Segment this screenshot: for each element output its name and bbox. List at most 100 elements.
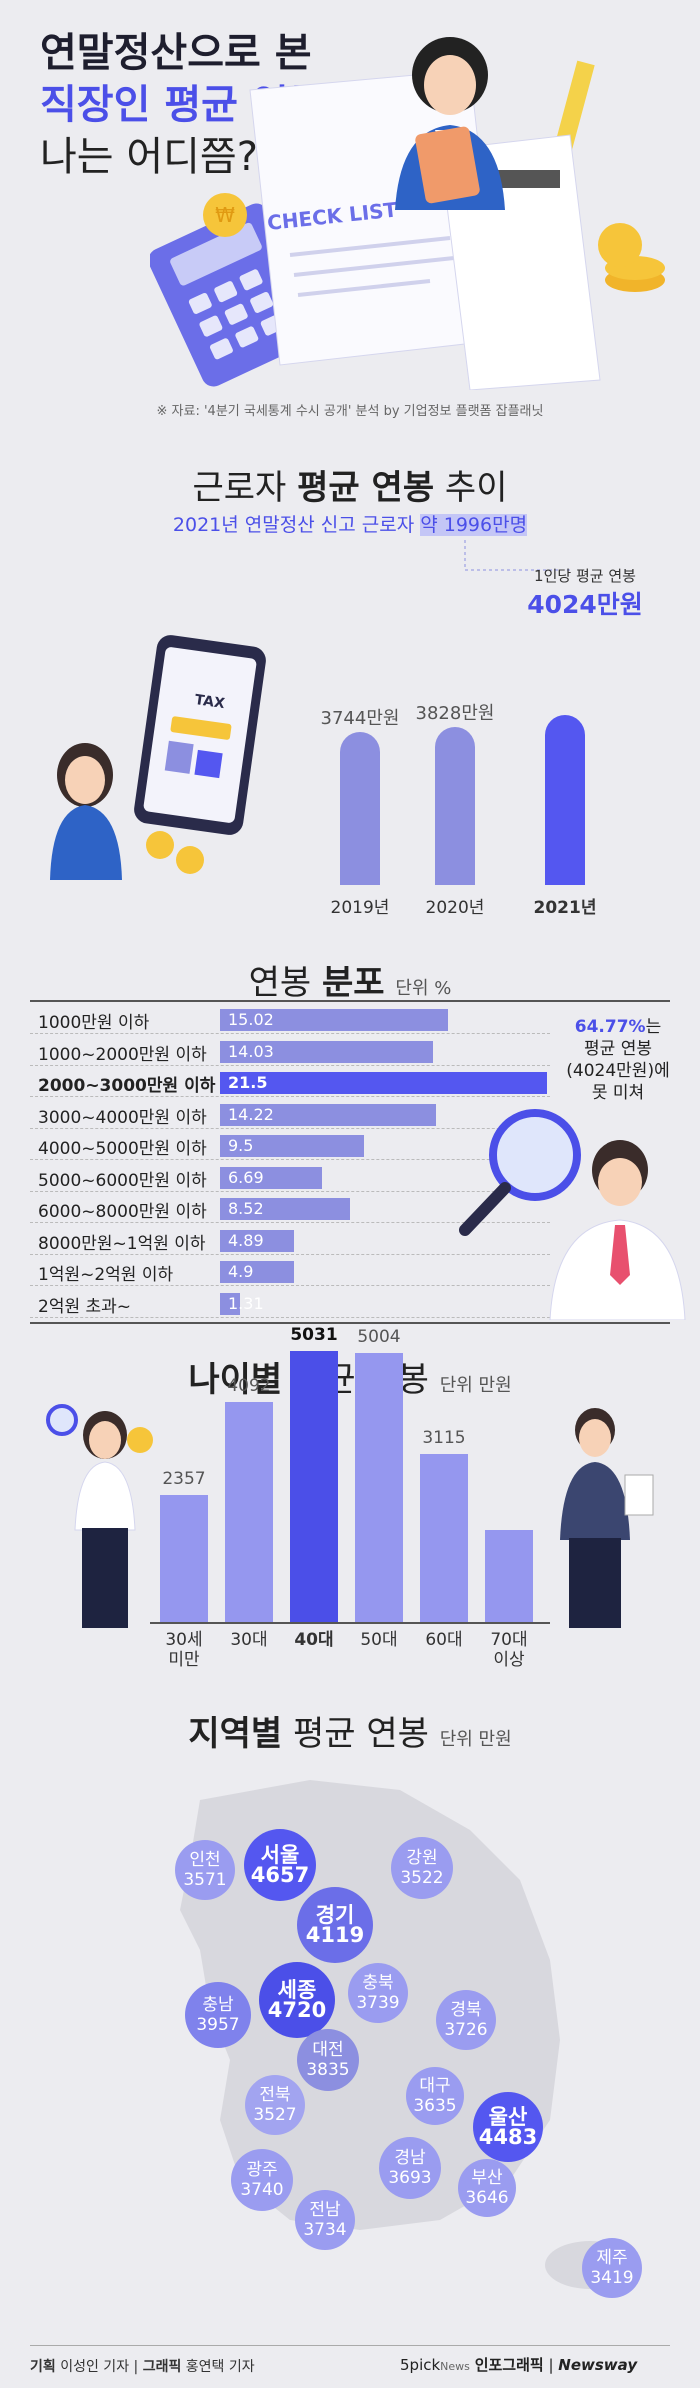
region-value: 3957 — [196, 2015, 240, 2035]
distribution-note: 64.77%는 평균 연봉 (4024만원)에 못 미쳐 — [566, 1017, 670, 1103]
distribution-label: 3000~4000만원 이하 — [38, 1107, 207, 1128]
region-bubble: 전북 3527 — [245, 2075, 305, 2135]
callout-small: 1인당 평균 연봉 — [534, 567, 636, 585]
distribution-label: 1억원~2억원 이하 — [38, 1265, 174, 1285]
trend-value-label: 3828만원 — [415, 702, 495, 724]
region-bubble: 서울 4657 — [244, 1829, 316, 1901]
region-value: 3740 — [240, 2180, 284, 2200]
age-value-label: 5004 — [357, 1326, 401, 1347]
distribution-label: 8000만원~1억원 이하 — [38, 1233, 206, 1254]
distribution-row: 2000~3000만원 이하 21.5 — [30, 1068, 550, 1097]
trend-bar — [340, 731, 380, 885]
trend-category-label: 2021년 — [533, 898, 597, 918]
region-value: 4119 — [305, 1923, 365, 1947]
distribution-bar: 6.69 — [220, 1166, 322, 1189]
distribution-bar: 8.52 — [220, 1198, 350, 1220]
distribution-row: 1000만원 이하 15.02 — [30, 1005, 550, 1034]
region-name: 충남 — [202, 1995, 234, 2015]
distribution-label: 4000~5000만원 이하 — [38, 1139, 207, 1159]
distribution-value: 14.03 — [228, 1041, 274, 1061]
distribution-label: 6000~8000만원 이하 — [38, 1202, 207, 1222]
distribution-value: 9.5 — [228, 1136, 254, 1155]
distribution-row: 6000~8000만원 이하 8.52 — [30, 1194, 550, 1223]
footer-credits: 기획 이성인 기자 | 그래픽 홍연택 기자 — [30, 2359, 255, 2375]
region-name: 광주 — [246, 2160, 278, 2180]
age-baseline — [150, 1622, 550, 1624]
distribution-value: 14.22 — [228, 1104, 274, 1124]
region-name: 대구 — [419, 2076, 451, 2096]
region-value: 4720 — [267, 1998, 327, 2022]
region-bubble: 울산 4483 — [473, 2092, 543, 2162]
region-name: 제주 — [596, 2248, 628, 2268]
phone-illustration: TAX — [50, 635, 266, 880]
region-value: 3726 — [444, 2020, 488, 2040]
footer-brand: 5pickNews 인포그래픽 | Newsway — [400, 2356, 638, 2374]
trend-bar — [545, 715, 585, 885]
age-category-text: 50대 — [360, 1630, 398, 1650]
age-category-text: 30대 — [230, 1630, 268, 1650]
age-man-illustration — [560, 1408, 654, 1628]
region-value: 3527 — [253, 2105, 297, 2125]
region-name: 전남 — [309, 2200, 341, 2220]
region-name: 충북 — [362, 1973, 394, 1993]
distribution-bar: 4.9 — [220, 1261, 295, 1283]
region-name: 인천 — [189, 1850, 221, 1870]
trend-category-label: 2019년 — [330, 898, 390, 918]
distribution-bar: 14.03 — [220, 1040, 434, 1063]
distribution-row: 2억원 초과~ 1.31 — [30, 1289, 550, 1318]
distribution-value: 8.52 — [228, 1199, 264, 1218]
region-value: 3635 — [413, 2096, 457, 2116]
region-name: 서울 — [260, 1843, 300, 1867]
trend-category-label: 2020년 — [425, 898, 485, 918]
age-title: 나이별 평균 연봉 단위 만원 — [188, 1360, 512, 1400]
distribution-row: 5000~6000만원 이하 6.69 — [30, 1163, 550, 1192]
age-category-text: 미만 — [168, 1650, 200, 1670]
age-bar — [160, 1495, 208, 1622]
svg-text:TAX: TAX — [194, 692, 226, 712]
distribution-title: 연봉 분포 단위 % — [248, 963, 452, 1003]
region-value: 4657 — [250, 1863, 310, 1887]
distribution-bar: 15.02 — [220, 1009, 449, 1031]
age-category-label: 40대 — [274, 1630, 354, 1650]
distribution-label: 1000~2000만원 이하 — [38, 1044, 207, 1065]
age-value-label: 5031 — [290, 1325, 338, 1346]
age-category-text: 70대 — [490, 1630, 528, 1650]
receipt-icon: CHECK LIST — [249, 69, 601, 390]
header-illustration: ₩ CHECK LIST — [150, 37, 665, 390]
region-value: 3739 — [356, 1993, 400, 2013]
distribution-row: 3000~4000만원 이하 14.22 — [30, 1100, 550, 1129]
coin-icon: ₩ — [203, 193, 665, 292]
region-value: 3693 — [388, 2168, 432, 2188]
svg-text:₩: ₩ — [215, 203, 235, 227]
region-name: 강원 — [406, 1848, 438, 1868]
callout-line — [464, 540, 570, 571]
region-name: 대전 — [312, 2040, 344, 2060]
distribution-bar: 1.31 — [220, 1292, 264, 1315]
region-bubble: 경기 4119 — [297, 1887, 373, 1963]
age-category-text: 60대 — [425, 1630, 463, 1650]
age-category-label: 30대 — [209, 1630, 289, 1650]
age-bar — [485, 1530, 533, 1622]
distribution-row: 1억원~2억원 이하 4.9 — [30, 1257, 550, 1286]
distribution-bar: 14.22 — [220, 1103, 437, 1126]
region-name: 세종 — [277, 1978, 317, 2002]
region-value: 4483 — [478, 2125, 538, 2149]
distribution-row: 8000만원~1억원 이하 4.89 — [30, 1226, 550, 1255]
distribution-bar: 9.5 — [220, 1135, 365, 1157]
source-note: ※ 자료: '4분기 국세통계 수시 공개' 분석 by 기업정보 플랫폼 잡플… — [156, 404, 544, 419]
region-bubble: 충남 3957 — [185, 1982, 251, 2048]
region-name: 경북 — [450, 2000, 482, 2020]
region-value: 3835 — [306, 2060, 350, 2080]
region-value: 3646 — [465, 2188, 509, 2208]
age-bar — [355, 1352, 403, 1622]
region-value: 3571 — [183, 1870, 227, 1890]
distribution-value: 4.9 — [228, 1262, 254, 1281]
region-value: 3734 — [303, 2220, 347, 2240]
age-category-label: 70대 이상 — [469, 1630, 549, 1670]
age-value-label: 4092 — [227, 1375, 271, 1396]
age-category-text: 40대 — [294, 1630, 334, 1650]
callout-big: 4024만원 — [527, 590, 643, 619]
distribution-label: 5000~6000만원 이하 — [38, 1170, 207, 1191]
distribution-row: 1000~2000만원 이하 14.03 — [30, 1037, 550, 1066]
distribution-top-rule — [30, 1000, 670, 1002]
